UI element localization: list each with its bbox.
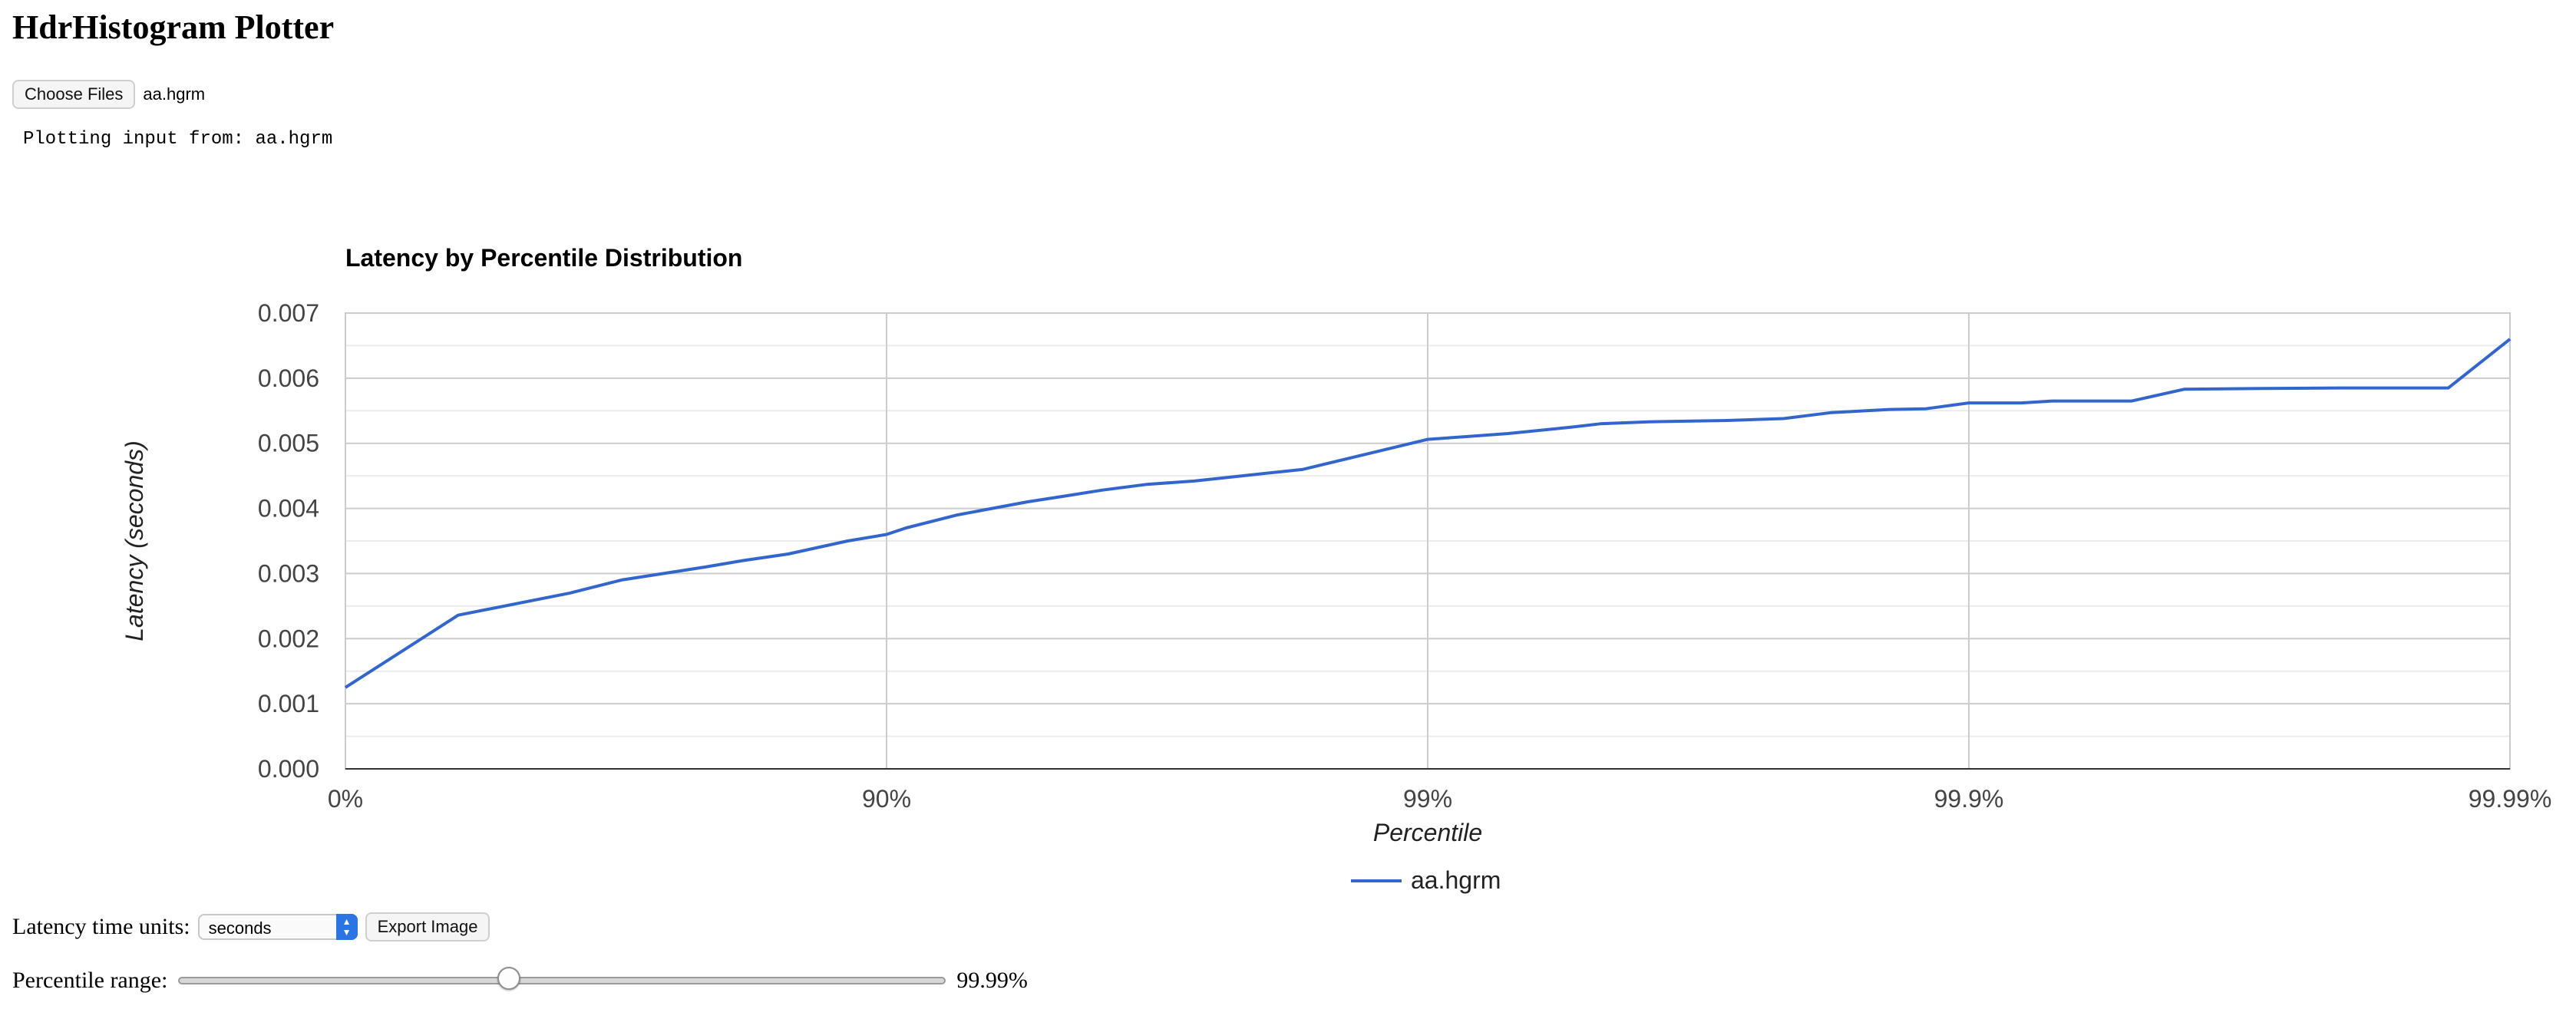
choose-files-button[interactable]: Choose Files [12,80,136,109]
y-tick-label: 0.006 [258,364,319,392]
selected-file-name: aa.hgrm [143,84,206,104]
page-title: HdrHistogram Plotter [12,8,335,46]
y-tick-label: 0.000 [258,755,319,783]
x-tick-label: 99% [1403,785,1452,813]
x-axis-ticks: 0% 90% 99% 99.9% 99.99% [328,785,2551,813]
percentile-range-row: Percentile range: 99.99% [12,964,1028,998]
series-line-aa-hgrm [344,338,2512,689]
x-axis-label: Percentile [1373,819,1482,846]
legend: aa.hgrm [1351,866,1501,894]
slider-thumb[interactable] [497,967,520,990]
percentile-range-value: 99.99% [956,968,1028,993]
export-image-button[interactable]: Export Image [365,912,490,942]
percentile-range-label: Percentile range: [12,968,168,993]
x-tick-label: 0% [328,785,363,813]
y-tick-label: 0.007 [258,299,319,327]
plotting-input-text: Plotting input from: aa.hgrm [23,129,333,150]
y-tick-label: 0.001 [258,690,319,717]
percentile-range-slider[interactable] [178,967,946,990]
units-select-value: seconds [208,918,272,938]
chart-title: Latency by Percentile Distribution [345,244,742,272]
x-tick-label: 99.99% [2469,785,2552,813]
legend-label: aa.hgrm [1411,866,1501,894]
x-tick-label: 99.9% [1934,785,2004,813]
y-axis-label: Latency (seconds) [121,440,148,641]
latency-chart: Latency by Percentile Distribution 0.000… [121,244,2551,894]
grid-lines [345,312,2510,770]
units-label: Latency time units: [12,914,190,939]
units-row: Latency time units: seconds ▲ ▼ Export Im… [12,912,490,942]
y-axis-ticks: 0.000 0.001 0.002 0.003 0.004 0.005 0.006 0.007 [258,299,319,783]
y-tick-label: 0.005 [258,430,319,457]
y-tick-label: 0.004 [258,495,319,523]
y-tick-label: 0.003 [258,559,319,587]
x-tick-label: 90% [862,785,911,813]
select-arrows-icon: ▲ ▼ [335,914,358,940]
y-tick-label: 0.002 [258,625,319,652]
units-select[interactable]: seconds ▲ ▼ [197,914,358,940]
file-input-row: Choose Files aa.hgrm [12,80,205,109]
